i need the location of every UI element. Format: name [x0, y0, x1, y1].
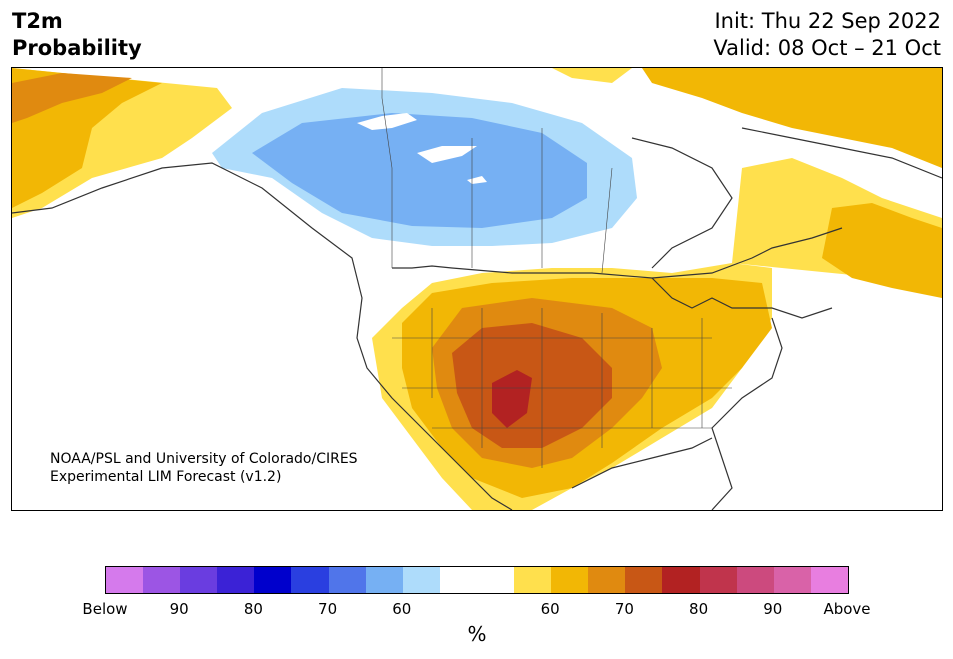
arctic-yellow-region	[552, 68, 632, 83]
colorbar-tick-label: 80	[243, 600, 263, 618]
colorbar-tick-label: 80	[689, 600, 709, 618]
colorbar-tick-label: 90	[763, 600, 783, 618]
colorbar-cell	[439, 567, 477, 593]
colorbar-cell	[588, 567, 626, 593]
colorbar-cell	[402, 567, 440, 593]
alaska-orange-region	[12, 73, 132, 123]
colorbar-cell	[551, 567, 589, 593]
colorbar-cell	[736, 567, 774, 593]
colorbar-tick-label: 70	[318, 600, 338, 618]
colorbar-tick-label: 60	[540, 600, 560, 618]
colorbar-tick-label: Below	[82, 600, 128, 618]
arctic-gold-region	[642, 68, 942, 168]
credit-line-1: NOAA/PSL and University of Colorado/CIRE…	[50, 451, 358, 467]
init-date: Init: Thu 22 Sep 2022	[714, 9, 941, 33]
forecast-dates: Init: Thu 22 Sep 2022 Valid: 08 Oct – 21…	[713, 8, 941, 62]
colorbar-cell	[106, 567, 144, 593]
probability-colorbar	[105, 566, 849, 594]
colorbar-tick-label: 60	[392, 600, 412, 618]
canada-mid-blue-region	[252, 113, 587, 228]
colorbar-cell	[773, 567, 811, 593]
colorbar-cell	[514, 567, 552, 593]
lake-shape	[357, 113, 417, 130]
colorbar-cell	[254, 567, 292, 593]
probability-map	[12, 68, 942, 510]
colorbar-cell	[662, 567, 700, 593]
political-borders	[381, 68, 732, 468]
colorbar-cell	[217, 567, 255, 593]
valid-range: Valid: 08 Oct – 21 Oct	[713, 36, 941, 60]
colorbar-cell	[291, 567, 329, 593]
colorbar-unit-label: %	[467, 622, 487, 646]
colorbar-cell	[180, 567, 218, 593]
colorbar-tick-label: 90	[169, 600, 189, 618]
us-red-region	[492, 370, 532, 428]
colorbar-cell	[328, 567, 366, 593]
map-title: T2m Probability	[12, 8, 142, 62]
credit-line-2: Experimental LIM Forecast (v1.2)	[50, 469, 282, 485]
colorbar-tick-label: Above	[823, 600, 871, 618]
eastcanada-gold-region	[822, 203, 942, 298]
coastlines	[12, 127, 942, 510]
colorbar-cell	[365, 567, 403, 593]
colorbar-cell	[143, 567, 181, 593]
lake-shape	[417, 146, 477, 163]
map-panel: NOAA/PSL and University of Colorado/CIRE…	[11, 67, 943, 511]
us-dark-orange-region	[452, 323, 612, 448]
title-line-1: T2m	[12, 9, 63, 33]
colorbar-cell	[625, 567, 663, 593]
colorbar-tick-label: 70	[614, 600, 634, 618]
colorbar-cell	[476, 567, 515, 593]
colorbar-cell	[699, 567, 737, 593]
colorbar-cell	[810, 567, 848, 593]
data-credit: NOAA/PSL and University of Colorado/CIRE…	[50, 450, 358, 486]
title-line-2: Probability	[12, 36, 142, 60]
